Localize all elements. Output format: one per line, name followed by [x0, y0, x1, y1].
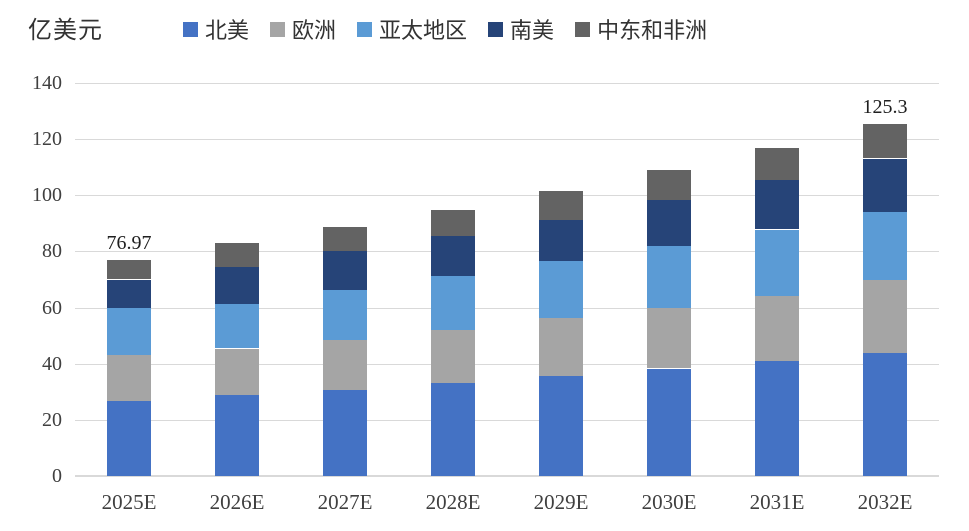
bar-segment-2025E-series2 — [107, 355, 151, 401]
x-axis-label-2029E: 2029E — [533, 490, 589, 514]
bar-segment-2029E-series5 — [539, 190, 583, 220]
y-axis-unit-label: 亿美元 — [28, 18, 103, 44]
legend-item-label: 中东和非洲 — [597, 18, 708, 43]
y-tick-label: 140 — [32, 72, 62, 94]
bar-segment-2032E-series2 — [863, 280, 907, 353]
bar-segment-2031E-series4 — [755, 180, 799, 230]
bar-segment-2027E-series4 — [323, 250, 367, 291]
bar-segment-2029E-series4 — [539, 219, 583, 261]
y-tick-label: 0 — [52, 465, 62, 487]
legend-swatch-icon — [270, 21, 286, 37]
y-tick-label: 40 — [42, 353, 62, 375]
bar-segment-2026E-series1 — [215, 394, 259, 476]
bar-segment-2031E-series5 — [755, 147, 799, 181]
gridline-y100 — [75, 195, 939, 196]
x-axis-label-2027E: 2027E — [317, 490, 373, 514]
bar-segment-2025E-series1 — [107, 401, 151, 476]
gridline-y80 — [75, 251, 939, 252]
bar-segment-2029E-series3 — [539, 261, 583, 318]
legend-item-4: 南美 — [488, 13, 554, 45]
bar-segment-2031E-series3 — [755, 229, 799, 297]
legend-swatch-icon — [488, 21, 504, 37]
bar-segment-2028E-series4 — [431, 236, 475, 277]
bar-segment-2028E-series2 — [431, 330, 475, 384]
bar-segment-2026E-series3 — [215, 303, 259, 349]
gridline-y140 — [75, 83, 939, 84]
bar-segment-2029E-series2 — [539, 317, 583, 377]
bar-segment-2026E-series2 — [215, 348, 259, 395]
bar-segment-2031E-series1 — [755, 360, 799, 476]
bar-segment-2029E-series1 — [539, 376, 583, 476]
bar-total-label: 125.3 — [862, 96, 908, 118]
bar-segment-2027E-series5 — [323, 226, 367, 251]
x-axis-label-2025E: 2025E — [101, 490, 157, 514]
x-axis-label-2030E: 2030E — [641, 490, 697, 514]
legend-swatch-icon — [575, 21, 591, 37]
legend-swatch-icon — [357, 21, 373, 37]
bar-segment-2025E-series3 — [107, 307, 151, 355]
bar-segment-2032E-series3 — [863, 211, 907, 280]
bar-segment-2032E-series4 — [863, 158, 907, 212]
y-tick-label: 60 — [42, 297, 62, 319]
bar-segment-2030E-series2 — [647, 307, 691, 369]
legend-item-label: 亚太地区 — [379, 18, 468, 43]
y-tick-label: 120 — [32, 128, 62, 150]
legend-item-3: 亚太地区 — [357, 13, 467, 45]
bar-segment-2028E-series1 — [431, 383, 475, 476]
bar-segment-2030E-series1 — [647, 368, 691, 476]
bar-segment-2025E-series4 — [107, 279, 151, 308]
legend-item-label: 北美 — [205, 18, 250, 43]
x-axis-label-2032E: 2032E — [857, 490, 913, 514]
bar-segment-2028E-series3 — [431, 276, 475, 331]
gridline-y120 — [75, 139, 939, 140]
y-tick-label: 80 — [42, 240, 62, 262]
legend-item-5: 中东和非洲 — [575, 13, 707, 45]
bar-segment-2030E-series4 — [647, 200, 691, 247]
bar-segment-2025E-series5 — [107, 259, 151, 280]
gridline-y60 — [75, 308, 939, 309]
bar-segment-2032E-series1 — [863, 352, 907, 476]
bar-segment-2027E-series1 — [323, 389, 367, 476]
bar-segment-2030E-series5 — [647, 170, 691, 201]
bar-segment-2031E-series2 — [755, 296, 799, 361]
gridline-y40 — [75, 364, 939, 365]
gridline-y20 — [75, 420, 939, 421]
x-axis-label-2031E: 2031E — [749, 490, 805, 514]
legend-item-label: 欧洲 — [292, 18, 337, 43]
bar-segment-2032E-series5 — [863, 124, 907, 159]
legend-item-1: 北美 — [183, 13, 249, 45]
bar-segment-2028E-series5 — [431, 209, 475, 237]
y-tick-label: 100 — [32, 184, 62, 206]
x-axis-label-2026E: 2026E — [209, 490, 265, 514]
x-axis-line — [75, 475, 939, 477]
bar-segment-2030E-series3 — [647, 246, 691, 308]
bar-segment-2026E-series5 — [215, 242, 259, 268]
bar-segment-2027E-series3 — [323, 290, 367, 340]
legend-item-label: 南美 — [510, 18, 555, 43]
legend-swatch-icon — [183, 21, 198, 37]
legend: 北美 欧洲 亚太地区 南美 中东和非洲 — [183, 13, 707, 45]
y-tick-label: 20 — [42, 409, 62, 431]
bar-total-label: 76.97 — [106, 232, 152, 254]
bar-segment-2027E-series2 — [323, 339, 367, 390]
bar-segment-2026E-series4 — [215, 267, 259, 304]
legend-item-2: 欧洲 — [270, 13, 336, 45]
x-axis-label-2028E: 2028E — [425, 490, 481, 514]
